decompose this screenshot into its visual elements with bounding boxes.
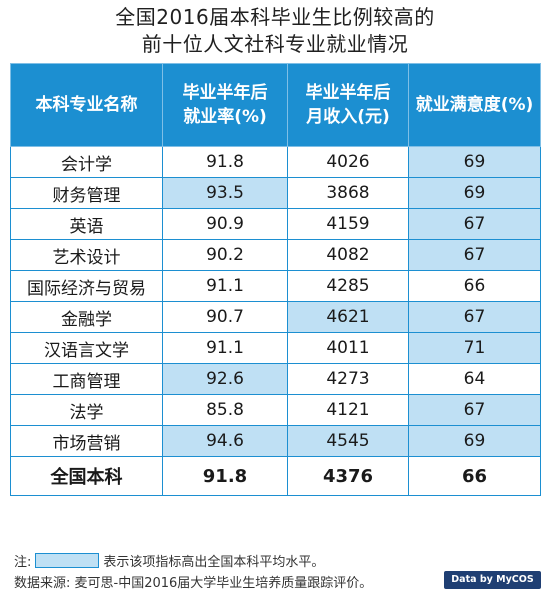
employment-cell: 90.7 bbox=[162, 301, 288, 333]
employment-table-container: 本科专业名称 毕业半年后 就业率(%) 毕业半年后 月收入(元) 就业满意度(%… bbox=[10, 63, 541, 496]
employment-table: 本科专业名称 毕业半年后 就业率(%) 毕业半年后 月收入(元) 就业满意度(%… bbox=[10, 63, 541, 496]
header-major: 本科专业名称 bbox=[10, 63, 163, 147]
employment-cell: 93.5 bbox=[162, 177, 288, 209]
major-cell: 国际经济与贸易 bbox=[10, 270, 163, 302]
total-major-cell: 全国本科 bbox=[10, 456, 163, 496]
satisfaction-cell: 67 bbox=[408, 394, 541, 426]
major-cell: 财务管理 bbox=[10, 177, 163, 209]
legend-note: 注: 表示该项指标高出全国本科平均水平。 bbox=[14, 551, 324, 570]
income-cell: 4011 bbox=[287, 332, 409, 364]
income-cell: 4621 bbox=[287, 301, 409, 333]
highlight-swatch bbox=[35, 553, 100, 568]
income-cell: 4545 bbox=[287, 425, 409, 457]
header-monthly-income: 毕业半年后 月收入(元) bbox=[287, 63, 409, 147]
header-income-line2: 月收入(元) bbox=[306, 107, 390, 127]
income-cell: 4082 bbox=[287, 239, 409, 271]
total-income-cell: 4376 bbox=[287, 456, 409, 496]
income-cell: 4285 bbox=[287, 270, 409, 302]
employment-cell: 92.6 bbox=[162, 363, 288, 395]
total-row: 全国本科 91.8 4376 66 bbox=[10, 456, 541, 496]
major-cell: 会计学 bbox=[10, 146, 163, 178]
data-source: 数据来源: 麦可思-中国2016届大学毕业生培养质量跟踪评价。 bbox=[14, 576, 373, 591]
employment-cell: 90.2 bbox=[162, 239, 288, 271]
satisfaction-cell: 66 bbox=[408, 270, 541, 302]
table-row: 艺术设计 90.2 4082 67 bbox=[10, 239, 541, 271]
satisfaction-cell: 67 bbox=[408, 208, 541, 240]
income-cell: 4159 bbox=[287, 208, 409, 240]
income-cell: 3868 bbox=[287, 177, 409, 209]
employment-cell: 90.9 bbox=[162, 208, 288, 240]
employment-cell: 91.1 bbox=[162, 332, 288, 364]
header-employment-line1: 毕业半年后 bbox=[182, 83, 268, 103]
mycos-logo: Data by MyCOS bbox=[444, 571, 541, 589]
major-cell: 汉语言文学 bbox=[10, 332, 163, 364]
employment-cell: 91.1 bbox=[162, 270, 288, 302]
header-income-line1: 毕业半年后 bbox=[305, 83, 391, 103]
major-cell: 法学 bbox=[10, 394, 163, 426]
employment-cell: 85.8 bbox=[162, 394, 288, 426]
title-line-1: 全国2016届本科毕业生比例较高的 bbox=[115, 5, 435, 29]
header-satisfaction: 就业满意度(%) bbox=[408, 63, 541, 147]
satisfaction-cell: 69 bbox=[408, 146, 541, 178]
major-cell: 市场营销 bbox=[10, 425, 163, 457]
satisfaction-cell: 69 bbox=[408, 425, 541, 457]
employment-cell: 91.8 bbox=[162, 146, 288, 178]
table-row: 汉语言文学 91.1 4011 71 bbox=[10, 332, 541, 364]
satisfaction-cell: 67 bbox=[408, 301, 541, 333]
header-employment-line2: 就业率(%) bbox=[183, 107, 267, 127]
note-prefix: 注: bbox=[14, 555, 32, 570]
table-row: 市场营销 94.6 4545 69 bbox=[10, 425, 541, 457]
employment-cell: 94.6 bbox=[162, 425, 288, 457]
income-cell: 4273 bbox=[287, 363, 409, 395]
table-header-row: 本科专业名称 毕业半年后 就业率(%) 毕业半年后 月收入(元) 就业满意度(%… bbox=[10, 63, 541, 147]
satisfaction-cell: 71 bbox=[408, 332, 541, 364]
table-row: 财务管理 93.5 3868 69 bbox=[10, 177, 541, 209]
satisfaction-cell: 67 bbox=[408, 239, 541, 271]
income-cell: 4026 bbox=[287, 146, 409, 178]
major-cell: 艺术设计 bbox=[10, 239, 163, 271]
page-title: 全国2016届本科毕业生比例较高的 前十位人文社科专业就业情况 bbox=[0, 0, 550, 58]
table-row: 会计学 91.8 4026 69 bbox=[10, 146, 541, 178]
table-row: 国际经济与贸易 91.1 4285 66 bbox=[10, 270, 541, 302]
total-employment-cell: 91.8 bbox=[162, 456, 288, 496]
major-cell: 金融学 bbox=[10, 301, 163, 333]
satisfaction-cell: 64 bbox=[408, 363, 541, 395]
table-row: 金融学 90.7 4621 67 bbox=[10, 301, 541, 333]
satisfaction-cell: 69 bbox=[408, 177, 541, 209]
table-row: 工商管理 92.6 4273 64 bbox=[10, 363, 541, 395]
title-line-2: 前十位人文社科专业就业情况 bbox=[141, 32, 409, 56]
major-cell: 工商管理 bbox=[10, 363, 163, 395]
note-text: 表示该项指标高出全国本科平均水平。 bbox=[103, 555, 325, 570]
header-employment-rate: 毕业半年后 就业率(%) bbox=[162, 63, 288, 147]
table-row: 英语 90.9 4159 67 bbox=[10, 208, 541, 240]
income-cell: 4121 bbox=[287, 394, 409, 426]
total-satisfaction-cell: 66 bbox=[408, 456, 541, 496]
major-cell: 英语 bbox=[10, 208, 163, 240]
table-row: 法学 85.8 4121 67 bbox=[10, 394, 541, 426]
